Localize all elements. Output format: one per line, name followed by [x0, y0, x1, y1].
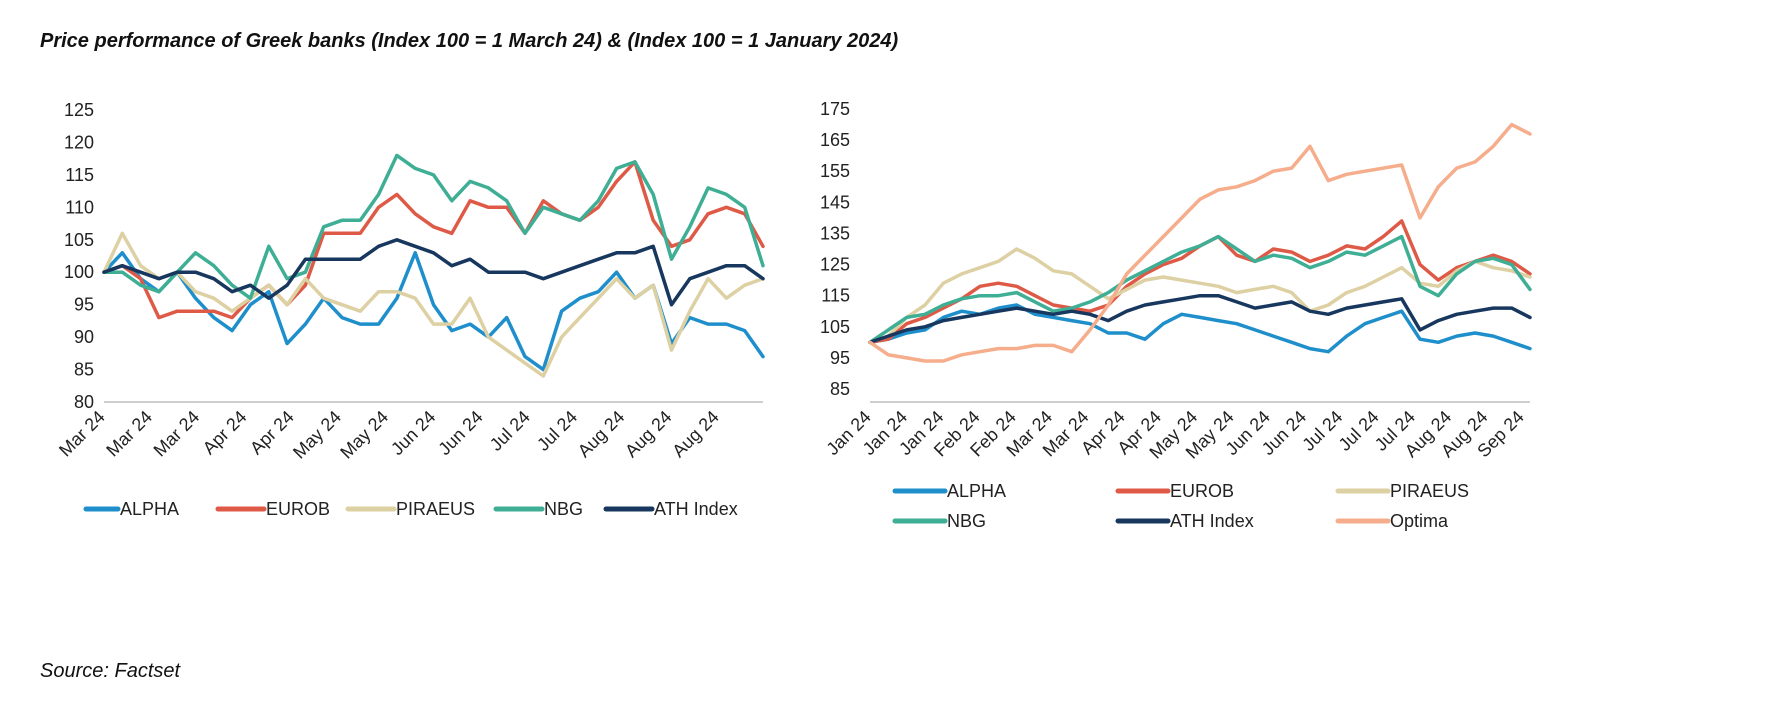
y-tick-label: 125	[820, 255, 850, 275]
legend-label-ath-index: ATH Index	[654, 499, 738, 519]
legend-label-eurob: EUROB	[1170, 481, 1234, 501]
legend-label-piraeus: PIRAEUS	[1390, 481, 1469, 501]
y-tick-label: 90	[74, 327, 94, 347]
chart-title: Price performance of Greek banks (Index …	[40, 30, 899, 52]
x-tick-label: Jul 24	[1335, 407, 1383, 455]
legend-label-nbg: NBG	[947, 511, 986, 531]
x-tick-label: Jul 24	[1298, 407, 1346, 455]
y-tick-label: 105	[64, 230, 94, 250]
y-tick-label: 155	[820, 161, 850, 181]
legend-label-eurob: EUROB	[266, 499, 330, 519]
y-tick-label: 145	[820, 192, 850, 212]
y-tick-label: 85	[74, 360, 94, 380]
y-tick-label: 115	[65, 165, 94, 185]
series-line-piraeus	[102, 231, 765, 378]
series-line-nbg	[868, 234, 1532, 345]
legend-label-optima: Optima	[1390, 511, 1449, 531]
legend-label-ath-index: ATH Index	[1170, 511, 1254, 531]
y-tick-label: 115	[821, 286, 850, 306]
legend-label-alpha: ALPHA	[947, 481, 1006, 501]
y-tick-label: 135	[820, 223, 850, 243]
y-tick-label: 120	[64, 132, 94, 152]
series-line-nbg	[102, 153, 765, 300]
legend-label-piraeus: PIRAEUS	[396, 499, 475, 519]
source-note: Source: Factset	[40, 660, 181, 682]
legend-label-alpha: ALPHA	[120, 499, 179, 519]
y-tick-label: 95	[830, 348, 850, 368]
y-tick-label: 105	[820, 317, 850, 337]
series-line-optima	[868, 122, 1532, 363]
y-tick-label: 125	[64, 100, 94, 120]
y-tick-label: 80	[74, 392, 94, 412]
series-line-eurob	[102, 160, 765, 320]
y-tick-label: 175	[820, 99, 850, 119]
series-line-ath-index	[102, 238, 765, 307]
y-tick-label: 100	[64, 262, 94, 282]
legend-label-nbg: NBG	[544, 499, 583, 519]
y-tick-label: 85	[830, 379, 850, 399]
y-tick-label: 110	[65, 197, 94, 217]
y-tick-label: 165	[820, 130, 850, 150]
series-line-alpha	[868, 303, 1532, 354]
y-tick-label: 95	[74, 295, 94, 315]
series-line-ath-index	[868, 293, 1532, 345]
